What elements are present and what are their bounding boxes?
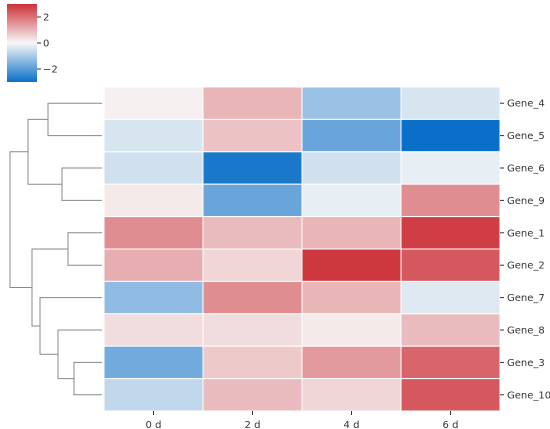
heatmap-cell [301, 151, 402, 185]
heatmap-cell [301, 216, 402, 250]
dendrogram-link [9, 151, 32, 288]
heatmap-cell [103, 248, 204, 282]
heatmap-cell [202, 313, 303, 347]
heatmap-cell [400, 151, 501, 185]
heatmap-grid [103, 86, 501, 412]
dendrogram-link [61, 167, 102, 201]
dendrogram-link [73, 361, 102, 396]
heatmap-cell [202, 378, 303, 412]
dendrogram-link [31, 248, 68, 327]
heatmap-cell [103, 118, 204, 153]
heatmap-cell [301, 345, 402, 380]
heatmap-cell [103, 345, 204, 380]
row-label: Gene_5 [507, 131, 545, 142]
row-labels: Gene_4 Gene_5 Gene_6 Gene_9 Gene_1 Gene_2 Gene… [500, 99, 550, 401]
heatmap-cell [103, 151, 204, 185]
heatmap-cell [202, 118, 303, 153]
heatmap-cell [103, 280, 204, 315]
heatmap-cell [301, 313, 402, 347]
heatmap-cell [301, 183, 402, 218]
row-label: Gene_4 [507, 99, 545, 110]
heatmap-cell [202, 280, 303, 315]
column-labels: 0 d 2 d 4 d 6 d [146, 411, 459, 429]
dendrogram-link [27, 118, 62, 185]
row-label: Gene_1 [507, 228, 545, 239]
row-label: Gene_6 [507, 164, 545, 175]
heatmap-cell [103, 216, 204, 250]
heatmap-cell [400, 248, 501, 282]
colorbar: 2 0 −2 [7, 4, 58, 82]
heatmap-cell [202, 151, 303, 185]
heatmap-cell [400, 86, 501, 120]
colorbar-tick-label: −2 [43, 65, 58, 76]
heatmap-cell [301, 248, 402, 282]
heatmap-cell [202, 345, 303, 380]
heatmap-cell [103, 313, 204, 347]
heatmap-cell [103, 378, 204, 412]
heatmap-cell [301, 378, 402, 412]
dendrogram-link [39, 297, 102, 355]
row-dendrogram [9, 102, 102, 396]
heatmap-cell [103, 86, 204, 120]
colorbar-tick-label: 0 [43, 39, 49, 50]
column-label: 4 d [344, 420, 360, 429]
heatmap-cell [400, 280, 501, 315]
heatmap-cell [103, 183, 204, 218]
column-label: 2 d [245, 420, 261, 429]
row-label: Gene_2 [507, 261, 545, 272]
row-label: Gene_9 [507, 196, 545, 207]
colorbar-gradient [7, 4, 37, 82]
heatmap-cell [400, 118, 501, 153]
row-label: Gene_3 [507, 358, 545, 369]
heatmap-cell [202, 248, 303, 282]
dendrogram-link [67, 232, 102, 266]
dendrogram-link [47, 102, 102, 137]
row-label: Gene_8 [507, 326, 545, 337]
heatmap-cell [400, 216, 501, 250]
heatmap-cell [400, 183, 501, 218]
heatmap-cell [301, 118, 402, 153]
heatmap-cell [301, 280, 402, 315]
dendrogram-link [57, 329, 102, 380]
colorbar-tick-label: 2 [43, 13, 49, 24]
heatmap-cell [400, 313, 501, 347]
heatmap-cell [202, 183, 303, 218]
column-label: 6 d [443, 420, 459, 429]
heatmap-cell [400, 378, 501, 412]
heatmap-cell [400, 345, 501, 380]
heatmap-cell [202, 216, 303, 250]
row-label: Gene_10 [507, 390, 550, 401]
row-label: Gene_7 [507, 293, 545, 304]
heatmap-cell [301, 86, 402, 120]
heatmap-cell [202, 86, 303, 120]
column-label: 0 d [146, 420, 162, 429]
